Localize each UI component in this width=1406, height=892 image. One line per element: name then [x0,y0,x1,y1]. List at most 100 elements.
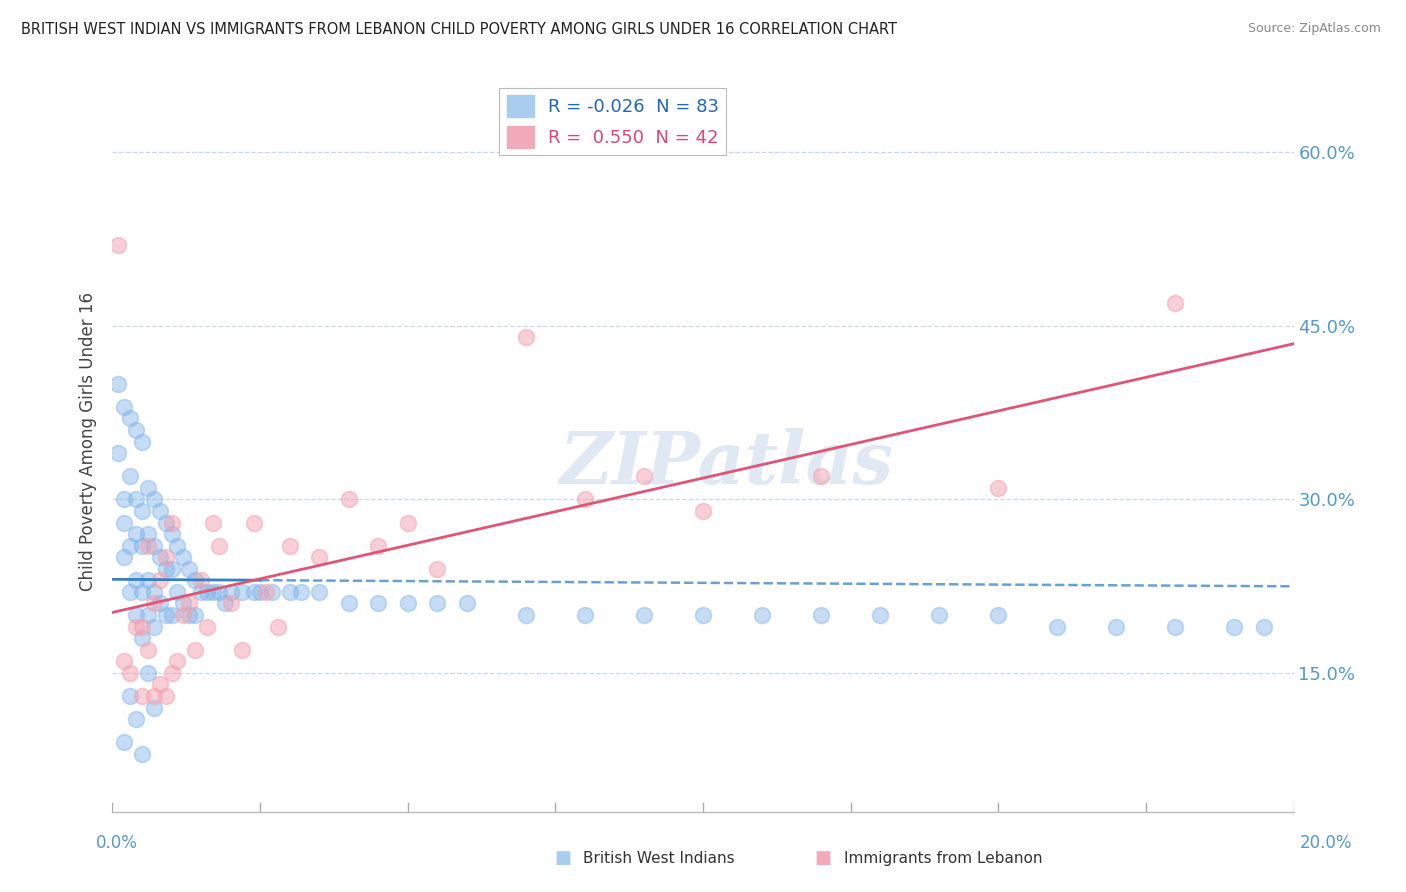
Point [112,516,135,530]
Point [131,631,153,645]
Point [155,608,177,623]
Point [149,597,172,611]
Point [243,585,266,599]
Point [179,562,201,576]
Point [136,665,159,680]
Point [633,608,655,623]
Point [120,469,142,483]
Point [131,434,153,449]
Point [172,550,194,565]
Y-axis label: Child Poverty Among Girls Under 16: Child Poverty Among Girls Under 16 [79,292,97,591]
Point [869,608,891,623]
Point [172,597,194,611]
Point [249,585,271,599]
Text: 0.0%: 0.0% [96,834,138,852]
Point [987,481,1010,495]
Point [142,597,165,611]
Point [160,665,183,680]
Point [515,608,537,623]
Point [219,597,242,611]
Point [1223,619,1246,633]
Point [692,608,714,623]
Point [112,400,135,414]
Point [195,619,218,633]
Point [120,665,142,680]
Point [125,619,148,633]
Text: ■: ■ [554,849,571,867]
Point [184,642,207,657]
Point [751,608,773,623]
Point [149,504,172,518]
Point [142,492,165,507]
Point [131,619,153,633]
Point [136,642,159,657]
Point [136,481,159,495]
Text: ■: ■ [814,849,831,867]
Point [179,597,201,611]
Point [131,504,153,518]
Point [426,597,449,611]
Point [136,608,159,623]
Point [426,562,449,576]
Point [166,585,188,599]
Point [267,619,290,633]
Point [142,539,165,553]
Point [810,608,832,623]
Text: British West Indians: British West Indians [583,851,735,865]
Point [810,469,832,483]
Point [201,585,224,599]
Point [155,550,177,565]
Point [166,539,188,553]
Point [136,574,159,588]
Point [107,446,129,460]
Point [155,689,177,703]
Point [149,677,172,691]
Point [120,689,142,703]
Point [231,642,253,657]
Point [184,608,207,623]
Point [179,608,201,623]
Point [633,469,655,483]
Point [456,597,478,611]
Point [160,516,183,530]
Point [107,238,129,252]
Point [155,562,177,576]
Point [208,585,231,599]
Text: 20.0%: 20.0% [1301,834,1353,852]
Point [131,747,153,761]
Point [160,608,183,623]
Point [120,585,142,599]
Legend: R = -0.026  N = 83, R =  0.550  N = 42: R = -0.026 N = 83, R = 0.550 N = 42 [499,87,727,155]
Point [1253,619,1275,633]
Point [337,492,360,507]
Point [120,411,142,425]
Point [131,689,153,703]
Point [142,619,165,633]
Point [190,574,212,588]
Point [1046,619,1069,633]
Point [125,492,148,507]
Point [515,330,537,344]
Point [987,608,1010,623]
Point [219,585,242,599]
Point [166,654,188,668]
Point [574,492,596,507]
Point [160,562,183,576]
Point [214,597,236,611]
Point [367,597,389,611]
Point [260,585,283,599]
Point [1164,295,1187,310]
Point [112,654,135,668]
Point [149,550,172,565]
Point [142,689,165,703]
Point [928,608,950,623]
Point [692,504,714,518]
Point [574,608,596,623]
Point [136,539,159,553]
Point [125,712,148,726]
Point [125,574,148,588]
Point [125,608,148,623]
Point [112,492,135,507]
Point [308,585,330,599]
Point [254,585,277,599]
